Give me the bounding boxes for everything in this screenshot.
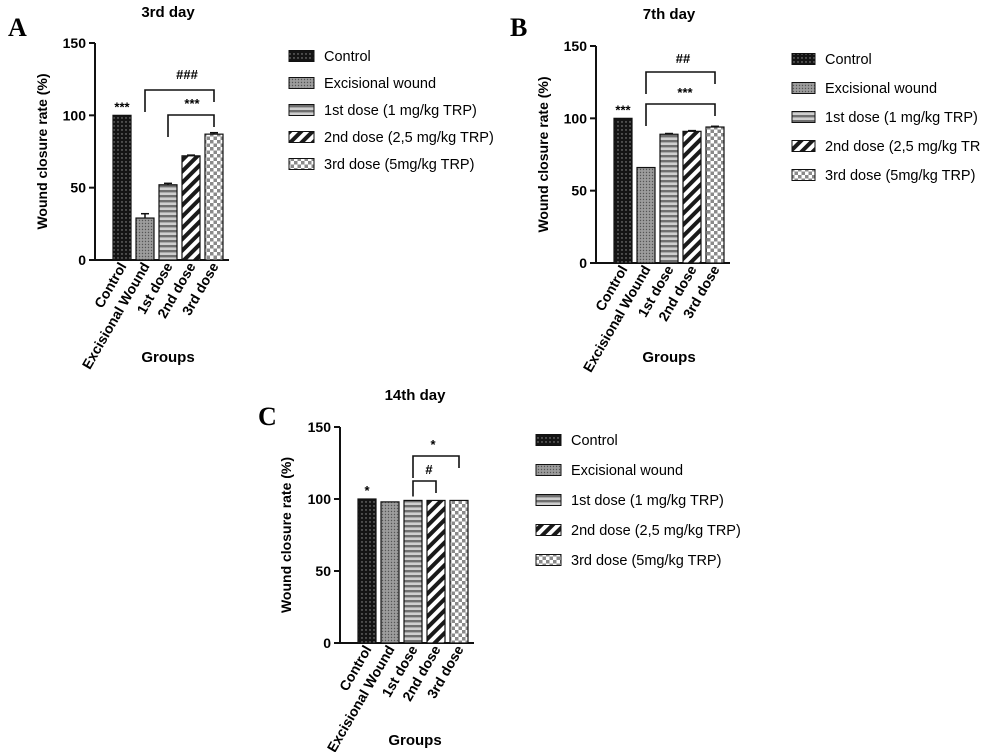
legend-entry: Control	[324, 49, 371, 65]
bar-2nd-dose	[682, 130, 702, 264]
significance-bracket	[412, 480, 437, 497]
bar-1st-dose	[659, 133, 679, 264]
y-axis-label: Wound closure rate (%)	[278, 457, 294, 613]
x-axis-label: Groups	[388, 732, 441, 749]
significance-bracket	[167, 114, 215, 137]
chart-title: 3rd day	[141, 4, 195, 21]
legend-swatch	[791, 111, 816, 123]
significance-mark: ***	[114, 99, 130, 114]
bar-control	[112, 114, 132, 261]
y-tick-label: 100	[308, 491, 332, 507]
panel-letter: C	[258, 402, 277, 431]
bar-3rd-dose	[204, 133, 224, 261]
y-tick-label: 150	[63, 35, 87, 51]
bar-excisional-wound	[380, 501, 400, 644]
bar-1st-dose	[158, 184, 178, 261]
bar-3rd-dose	[449, 499, 469, 644]
y-axis-label: Wound closure rate (%)	[34, 73, 50, 229]
legend-swatch	[535, 434, 562, 446]
x-axis-label: Groups	[141, 349, 194, 366]
legend-entry: 2nd dose (2,5 mg/kg TRP)	[571, 523, 741, 539]
legend-swatch	[535, 554, 562, 566]
legend-swatch	[288, 50, 315, 62]
y-tick-label: 50	[571, 183, 587, 199]
bar-control	[613, 117, 633, 264]
y-tick-label: 150	[564, 38, 588, 54]
significance-label: ##	[676, 51, 691, 66]
legend-entry: Control	[825, 52, 872, 68]
significance-label: ***	[184, 96, 200, 111]
legend-swatch	[791, 53, 816, 65]
legend-entry: 3rd dose (5mg/kg TRP)	[825, 168, 975, 184]
bar-3rd-dose	[705, 126, 725, 264]
legend: Control Excisional wound 1st dose (1 mg/kg…	[535, 433, 741, 569]
legend-swatch	[791, 169, 816, 181]
bar-2nd-dose	[181, 155, 201, 261]
legend-swatch	[535, 494, 562, 506]
legend-entry: 2nd dose (2,5 mg/kg TRP)	[324, 130, 494, 146]
legend: Control Excisional wound 1st dose (1 mg/kg…	[791, 52, 980, 184]
significance-label: *	[430, 437, 436, 452]
chart-panel-b: B 7th day 0 50 100 150 Wound closure rate (%) C…	[510, 6, 980, 375]
legend-swatch	[791, 82, 816, 94]
chart-title: 7th day	[643, 6, 696, 23]
y-tick-label: 0	[323, 635, 331, 651]
panel-letter: B	[510, 13, 527, 42]
y-tick-label: 50	[70, 180, 86, 196]
chart-title: 14th day	[385, 387, 447, 404]
significance-bracket	[412, 455, 460, 478]
significance-label: ###	[176, 67, 198, 82]
chart-panel-c: C 14th day 0 50 100 150 Wound closure rate (%)…	[258, 387, 741, 752]
y-tick-label: 50	[315, 563, 331, 579]
legend: Control Excisional wound 1st dose (1 mg/kg…	[288, 49, 494, 173]
legend-swatch	[791, 140, 816, 152]
legend-entry: Excisional wound	[571, 463, 683, 479]
significance-label: #	[425, 462, 433, 477]
legend-entry: 1st dose (1 mg/kg TRP)	[324, 103, 477, 119]
legend-swatch	[288, 77, 315, 89]
legend-entry: 3rd dose (5mg/kg TRP)	[571, 553, 721, 569]
significance-bracket	[645, 103, 716, 126]
y-axis-label: Wound closure rate (%)	[535, 76, 551, 232]
legend-entry: 3rd dose (5mg/kg TRP)	[324, 157, 474, 173]
significance-mark: *	[364, 483, 370, 498]
legend-swatch	[288, 158, 315, 170]
significance-bracket	[144, 89, 215, 112]
significance-mark: ***	[615, 102, 631, 117]
significance-bracket	[645, 71, 716, 94]
chart-panel-a: A 3rd day 0 50 100 150 Wound closure rate (%) C…	[8, 4, 494, 372]
legend-swatch	[535, 464, 562, 476]
legend-entry: 1st dose (1 mg/kg TRP)	[825, 110, 978, 126]
legend-entry: Excisional wound	[324, 76, 436, 92]
y-tick-label: 0	[78, 252, 86, 268]
legend-swatch	[288, 131, 315, 143]
bar-excisional-wound	[636, 166, 656, 264]
y-tick-label: 100	[63, 107, 87, 123]
significance-label: ***	[677, 85, 693, 100]
bar-excisional-wound	[135, 217, 155, 261]
panel-letter: A	[8, 13, 27, 42]
legend-entry: 1st dose (1 mg/kg TRP)	[571, 493, 724, 509]
y-tick-label: 100	[564, 110, 588, 126]
legend-entry: Control	[571, 433, 618, 449]
y-tick-label: 150	[308, 419, 332, 435]
y-tick-label: 0	[579, 255, 587, 271]
legend-entry: Excisional wound	[825, 81, 937, 97]
bar-control	[357, 498, 377, 644]
legend-swatch	[288, 104, 315, 116]
legend-entry: 2nd dose (2,5 mg/kg TR	[825, 139, 980, 155]
legend-swatch	[535, 524, 562, 536]
x-axis-label: Groups	[642, 349, 695, 366]
bar-1st-dose	[403, 499, 423, 644]
bar-2nd-dose	[426, 499, 446, 644]
